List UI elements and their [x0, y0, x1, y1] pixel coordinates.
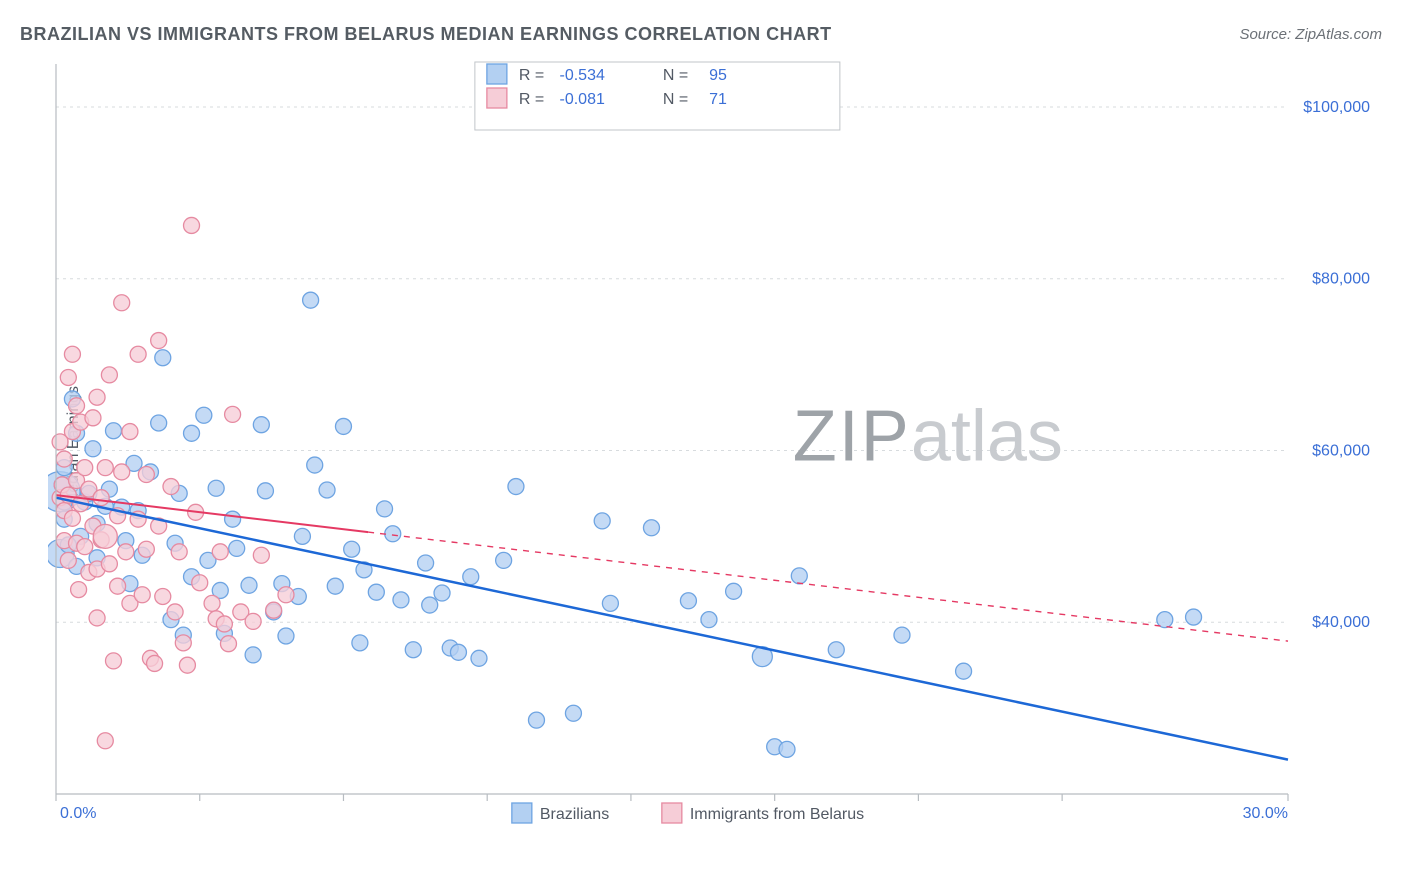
- svg-text:95: 95: [709, 67, 727, 84]
- source-attribution: Source: ZipAtlas.com: [1239, 26, 1382, 43]
- svg-text:Immigrants from Belarus: Immigrants from Belarus: [690, 806, 864, 823]
- scatter-plot: ZIPatlas 0.0% 30.0% $40,000 $60,000 $80,000 $1…: [48, 60, 1378, 830]
- svg-text:R =: R =: [519, 91, 544, 108]
- svg-text:Brazilians: Brazilians: [540, 806, 609, 823]
- svg-text:71: 71: [709, 91, 727, 108]
- svg-text:N =: N =: [663, 91, 688, 108]
- svg-text:ZIPatlas: ZIPatlas: [793, 396, 1063, 476]
- svg-text:$100,000: $100,000: [1303, 99, 1370, 116]
- svg-text:-0.534: -0.534: [560, 67, 605, 84]
- svg-text:-0.081: -0.081: [560, 91, 605, 108]
- svg-text:0.0%: 0.0%: [60, 805, 96, 822]
- svg-text:$60,000: $60,000: [1312, 442, 1370, 459]
- svg-text:$80,000: $80,000: [1312, 271, 1370, 288]
- svg-text:N =: N =: [663, 67, 688, 84]
- svg-text:30.0%: 30.0%: [1243, 805, 1288, 822]
- chart-title: BRAZILIAN VS IMMIGRANTS FROM BELARUS MED…: [20, 24, 832, 45]
- svg-text:R =: R =: [519, 67, 544, 84]
- svg-text:$40,000: $40,000: [1312, 614, 1370, 631]
